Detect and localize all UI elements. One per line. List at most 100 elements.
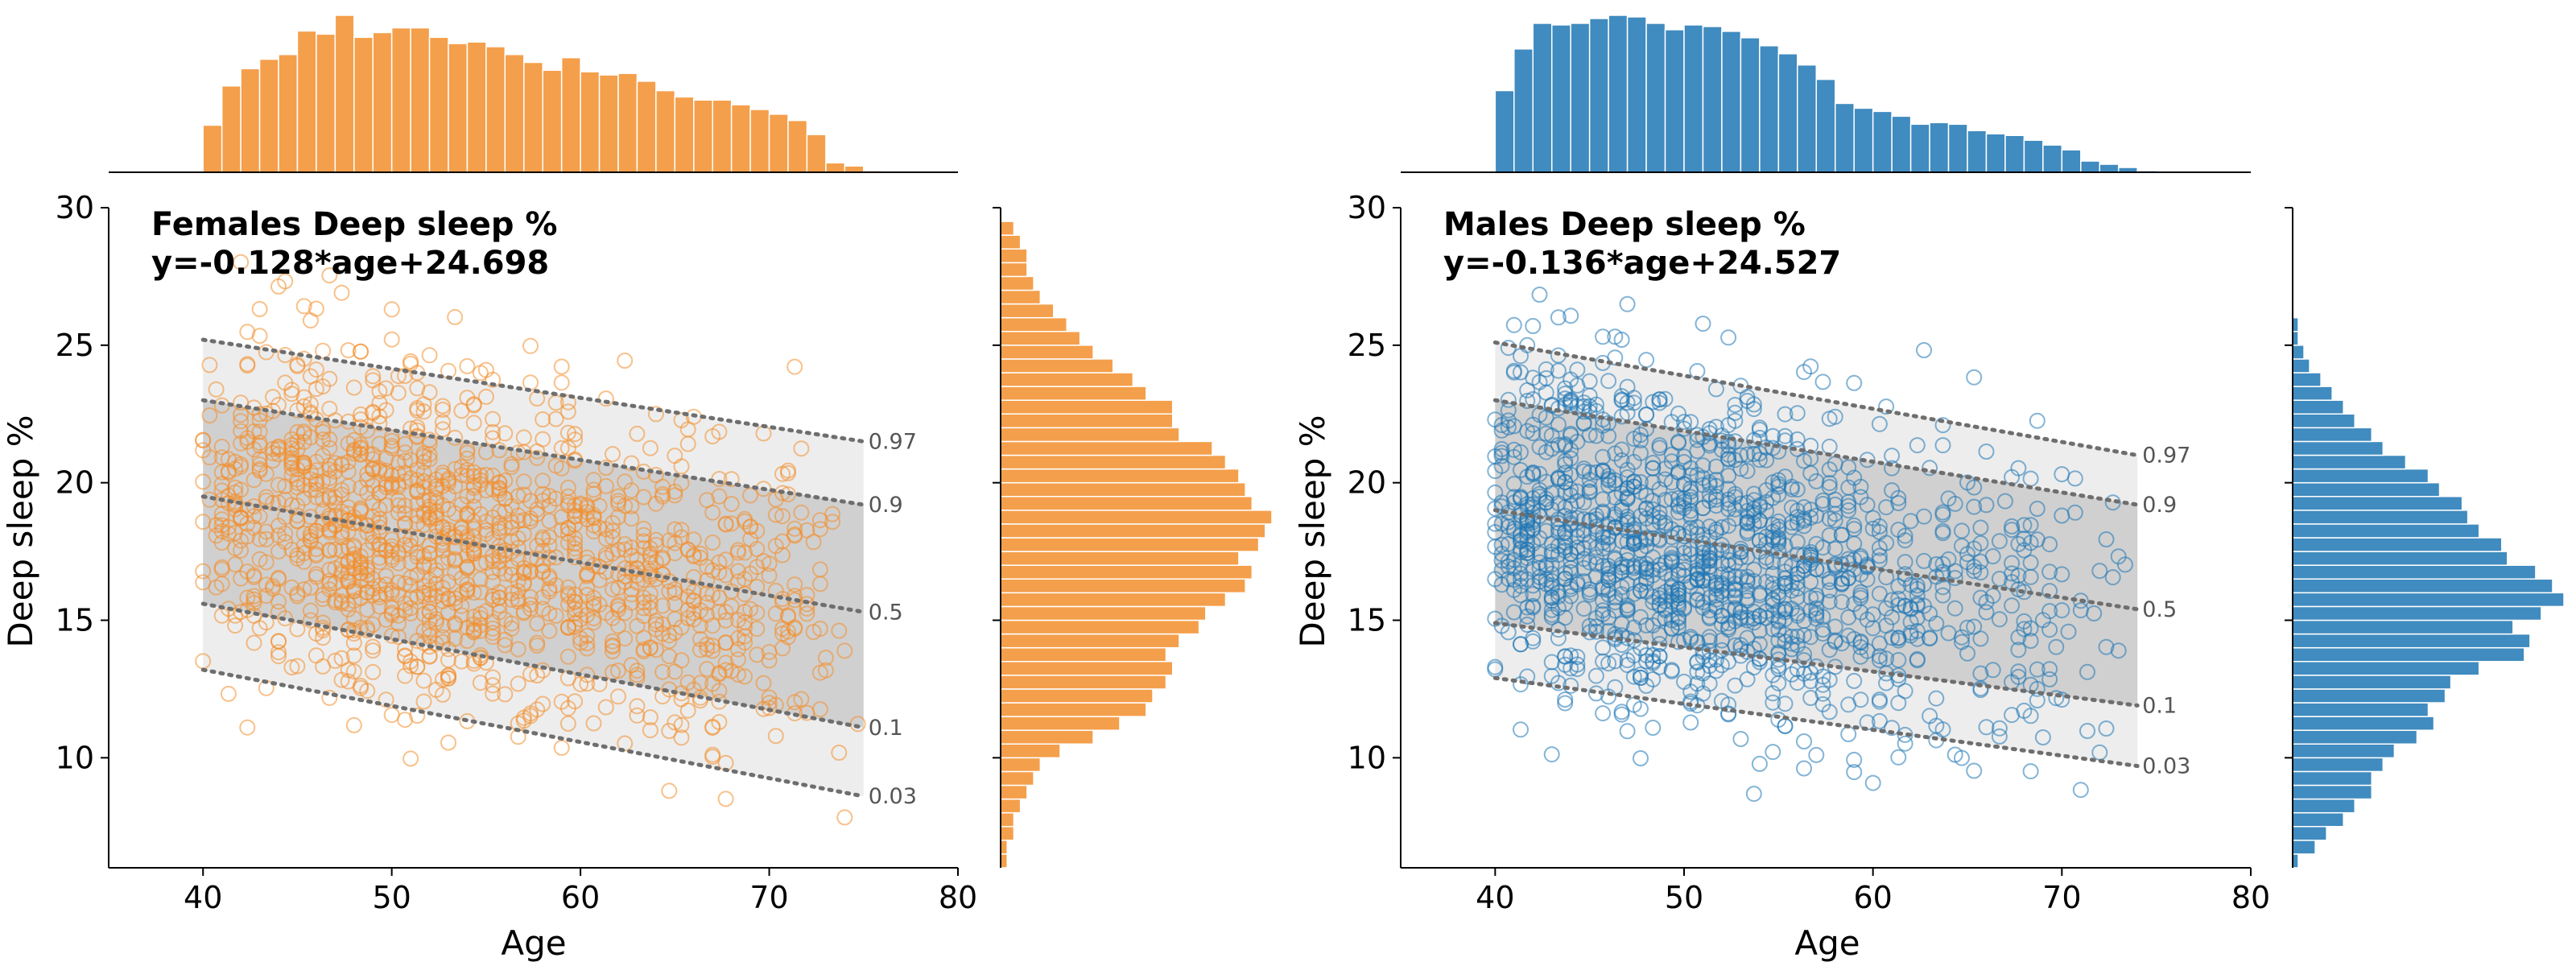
- data-point: [1701, 609, 1718, 625]
- data-point: [737, 668, 753, 685]
- data-point: [270, 477, 287, 493]
- data-point: [1922, 630, 1938, 646]
- data-point: [567, 544, 584, 560]
- age-histogram-bar: [2042, 144, 2063, 173]
- data-point: [811, 521, 828, 538]
- data-point: [201, 407, 218, 423]
- data-point: [761, 568, 778, 584]
- data-point: [227, 453, 244, 470]
- data-point: [1569, 510, 1586, 526]
- data-point: [1966, 618, 1983, 635]
- value-histogram-bar: [2292, 605, 2542, 621]
- data-point: [2041, 536, 2058, 553]
- data-point: [610, 601, 626, 618]
- data-point: [503, 592, 520, 608]
- data-point: [485, 371, 502, 388]
- data-point: [605, 633, 621, 650]
- data-point: [1732, 447, 1749, 464]
- data-point: [365, 403, 382, 420]
- data-point: [1959, 619, 1975, 636]
- data-point: [447, 630, 464, 647]
- data-point: [529, 667, 546, 683]
- data-point: [767, 728, 784, 745]
- data-point: [1878, 675, 1895, 691]
- data-point: [610, 617, 626, 634]
- data-point: [1607, 509, 1624, 526]
- age-histogram-bar: [844, 165, 865, 173]
- data-point: [397, 497, 414, 514]
- data-point: [617, 630, 634, 647]
- data-point: [308, 473, 324, 489]
- data-point: [302, 525, 319, 542]
- data-point: [629, 567, 646, 584]
- data-point: [1563, 487, 1579, 504]
- data-point: [1821, 510, 1838, 527]
- data-point: [1972, 630, 1989, 647]
- data-point: [359, 465, 376, 482]
- data-point: [1827, 408, 1843, 425]
- data-point: [1745, 504, 1762, 521]
- data-point: [553, 358, 570, 375]
- data-point: [559, 579, 576, 596]
- data-point: [435, 464, 451, 481]
- data-point: [1909, 437, 1926, 454]
- data-point: [661, 782, 678, 799]
- female-regression-equation: y=-0.128*age+24.698: [151, 245, 549, 282]
- y-tick-label: 20: [1348, 465, 1386, 501]
- data-point: [1531, 465, 1548, 482]
- data-point: [559, 588, 576, 605]
- data-point: [711, 488, 728, 505]
- data-point: [378, 691, 394, 708]
- data-point: [1884, 482, 1901, 499]
- data-point: [1720, 696, 1737, 713]
- data-point: [1745, 610, 1762, 627]
- data-point: [1500, 402, 1517, 419]
- data-point: [1651, 437, 1668, 454]
- data-point: [1670, 405, 1686, 422]
- data-point: [1972, 553, 1989, 570]
- data-point: [1638, 406, 1655, 423]
- data-point: [1783, 666, 1800, 683]
- data-point: [1871, 652, 1888, 669]
- data-point: [302, 396, 319, 413]
- data-point: [265, 452, 281, 469]
- data-point: [1513, 571, 1529, 588]
- data-point: [585, 481, 602, 498]
- data-point: [1550, 309, 1567, 326]
- data-point: [1525, 633, 1542, 650]
- age-histogram-bar: [202, 124, 223, 173]
- data-point: [1978, 444, 1995, 460]
- data-point: [1732, 731, 1749, 747]
- data-point: [824, 514, 841, 530]
- data-point: [1897, 554, 1913, 571]
- data-point: [1557, 565, 1574, 582]
- data-point: [459, 450, 476, 467]
- data-point: [2072, 782, 2089, 799]
- data-point: [1789, 405, 1806, 422]
- data-point: [1638, 510, 1655, 526]
- data-point: [1821, 475, 1838, 492]
- data-point: [195, 563, 212, 580]
- data-point: [1613, 332, 1630, 348]
- data-point: [1638, 647, 1655, 663]
- quantile-label-0.9: 0.9: [869, 493, 903, 518]
- data-point: [704, 720, 721, 736]
- data-point: [1922, 460, 1938, 477]
- value-histogram-bar: [2292, 537, 2503, 552]
- data-point: [1500, 553, 1517, 570]
- data-point: [1543, 667, 1560, 684]
- data-point: [1487, 658, 1504, 675]
- value-histogram-bar: [2292, 551, 2508, 566]
- male-regression-equation: y=-0.136*age+24.527: [1443, 245, 1841, 282]
- data-point: [1871, 585, 1888, 602]
- data-point: [1569, 661, 1586, 678]
- data-point: [277, 534, 294, 551]
- data-point: [1500, 412, 1517, 429]
- data-point: [421, 648, 438, 665]
- data-point: [472, 506, 489, 522]
- data-point: [1557, 596, 1574, 613]
- data-point: [1657, 471, 1674, 488]
- data-point: [315, 423, 332, 440]
- quantile-label-0.9: 0.9: [2142, 493, 2177, 518]
- value-histogram-bar: [2292, 316, 2299, 332]
